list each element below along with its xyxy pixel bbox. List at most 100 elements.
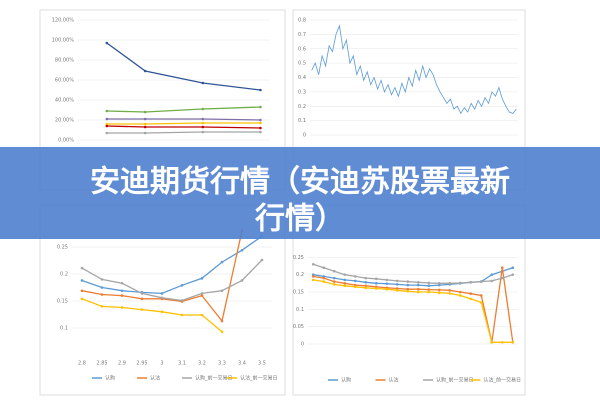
point [343,284,347,288]
x-tick-label: 3.5 [258,361,266,367]
point [259,130,262,134]
point [120,306,124,309]
point [120,294,124,297]
point [160,292,164,295]
point [479,294,483,297]
point [458,294,462,297]
point [201,107,205,111]
y-tick-label: 0.15 [57,299,68,305]
point [201,130,205,134]
point [385,287,389,291]
y-tick-label: 0.25 [293,255,304,261]
x-tick-label: 3 [160,361,163,367]
series-line [313,279,513,343]
point [364,284,368,288]
point [240,248,244,252]
point [120,281,124,285]
point [511,266,515,270]
point [200,313,204,317]
point [143,69,147,73]
point [200,292,204,295]
point [458,290,462,294]
point [80,289,84,293]
point [220,319,224,323]
point [437,282,441,285]
point [458,281,462,285]
point [140,292,144,295]
banner [0,147,600,239]
y-tick-label: 0.1 [60,326,68,332]
point [80,266,84,270]
series-line [106,118,261,121]
y-tick-label: 20.00% [55,118,74,124]
y-tick-label: 0.7 [298,32,306,38]
y-tick-label: 0.3 [298,89,306,95]
series-line [311,24,517,115]
point [260,258,264,262]
point [201,125,205,129]
point [201,121,205,125]
legend-label: 认购 [341,377,351,384]
point [490,279,494,283]
point [374,282,378,285]
point [140,297,144,301]
legend-label: 认沽 [389,377,399,384]
point [406,280,410,283]
point [416,287,420,291]
legend-label: 认购_前一交易日 [195,375,233,382]
point [180,284,184,287]
point [259,118,262,122]
point [220,289,224,293]
point [100,305,104,308]
point [180,313,184,317]
point [201,81,205,85]
y-tick-label: 0.5 [298,61,306,67]
x-tick-label: 2.9 [118,361,126,367]
point [395,283,399,286]
point [511,340,515,344]
point [105,131,109,135]
series-line [106,122,261,125]
point [385,282,389,285]
point [332,280,336,283]
point [120,289,124,293]
banner-title: 行情） [254,202,345,237]
point [100,293,104,296]
point [427,284,431,288]
point [395,288,399,292]
point [343,278,347,282]
point [469,280,473,284]
point [343,282,347,285]
point [343,273,347,276]
point [364,276,368,280]
point [143,131,147,135]
y-tick-label: 0.4 [298,75,306,81]
point [322,280,326,283]
y-tick-label: 0.2 [298,104,306,110]
series-line [106,125,261,129]
point [105,122,109,126]
y-tick-label: 0.2 [60,272,68,278]
series-line [81,235,263,295]
point [406,290,410,293]
point [180,299,184,302]
point [437,288,441,292]
point [322,276,326,280]
point [332,283,336,286]
point [240,279,244,282]
point [416,283,420,287]
series-line [106,131,261,134]
x-tick-label: 3.1 [178,361,186,367]
point [220,260,224,264]
point [395,279,399,283]
point [427,281,431,285]
legend-label: 认沽_前一交易日 [484,377,522,384]
point [469,297,473,301]
series-line [106,106,261,113]
x-tick-label: 2.8 [78,361,86,367]
y-tick-label: 0.00% [58,138,74,144]
point [105,117,109,121]
point [105,41,109,45]
y-tick-label: 0.2 [296,272,304,278]
